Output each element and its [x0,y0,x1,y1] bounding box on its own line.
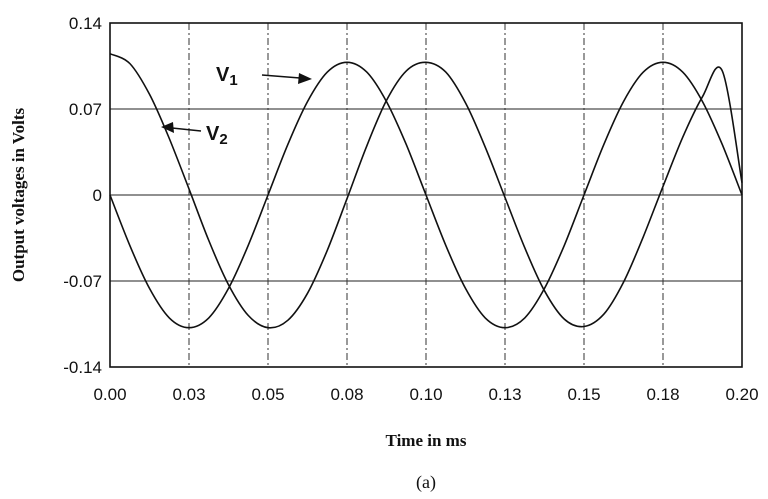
x-tick-label-3: 0.08 [330,385,363,404]
y-tick-label-1: 0.07 [69,100,102,119]
x-tick-label-4: 0.10 [409,385,442,404]
annotation-v1-label: V1 [216,64,238,89]
x-tick-label-6: 0.15 [567,385,600,404]
annotation-v2-label: V2 [206,123,228,148]
x-tick-labels: 0.00 0.03 0.05 0.08 0.10 0.13 0.15 0.18 0.20 [93,385,758,404]
annotation-v1-arrow [262,75,300,78]
x-tick-label-7: 0.18 [646,385,679,404]
x-tick-label-8: 0.20 [725,385,758,404]
y-tick-label-0: 0.14 [69,14,102,33]
y-axis-title: Output voltages in Volts [9,107,28,282]
x-tick-label-1: 0.03 [172,385,205,404]
y-tick-label-4: -0.14 [63,358,102,377]
y-tick-label-3: -0.07 [63,272,102,291]
annotation-v1: V1 [216,64,312,89]
x-tick-label-2: 0.05 [251,385,284,404]
y-tick-label-2: 0 [93,186,102,205]
annotation-v2-arrow [172,128,201,131]
figure-caption: (a) [416,472,436,493]
y-tick-labels: 0.14 0.07 0 -0.07 -0.14 [63,14,102,377]
annotation-v1-arrowhead [298,73,312,84]
x-axis-title: Time in ms [386,431,467,450]
x-tick-label-0: 0.00 [93,385,126,404]
x-tick-label-5: 0.13 [488,385,521,404]
